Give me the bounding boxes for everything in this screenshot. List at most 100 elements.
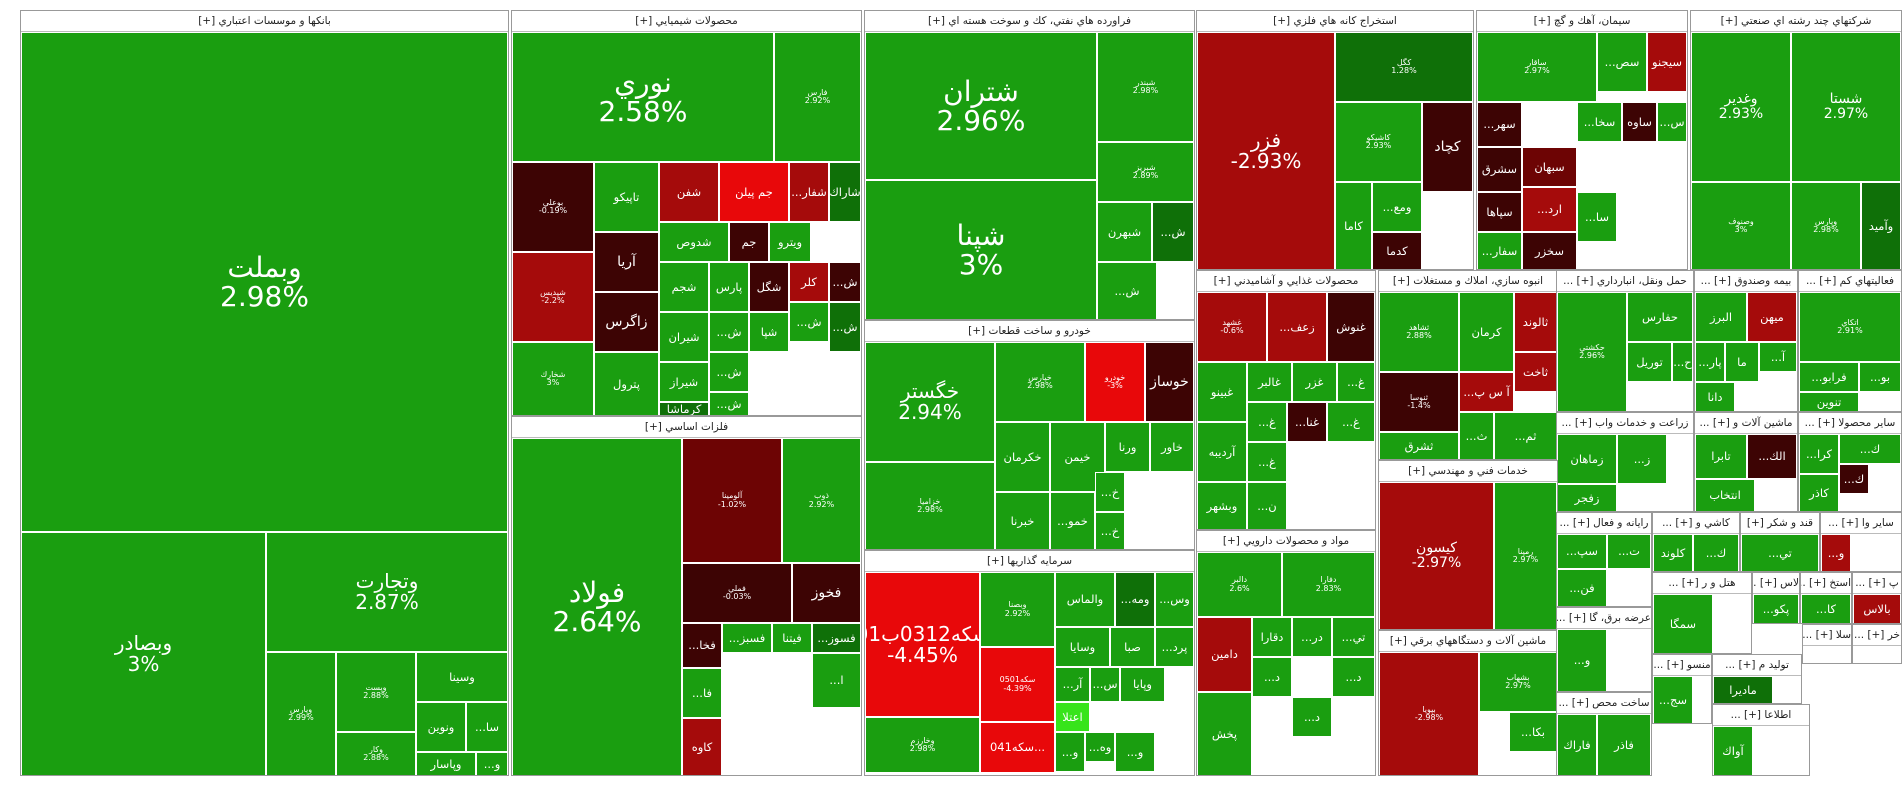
stock-tile[interactable]: ...سفار — [1477, 232, 1522, 269]
stock-tile[interactable]: فولاد 2.64% — [512, 438, 682, 775]
stock-tile[interactable]: سشرق — [1477, 147, 1522, 192]
stock-tile[interactable]: ...ن — [1247, 482, 1287, 529]
stock-tile[interactable]: خزاميا 2.98% — [865, 462, 995, 549]
stock-tile[interactable]: اتكاي 2.91% — [1799, 292, 1901, 362]
stock-tile[interactable]: ...غ — [1247, 402, 1287, 442]
stock-tile[interactable]: ...ح — [1672, 342, 1693, 382]
sector-header[interactable]: لاس [+] ... — [1753, 573, 1799, 594]
stock-tile[interactable]: ثالوند — [1514, 292, 1557, 352]
stock-tile[interactable]: ثاخت — [1514, 352, 1557, 392]
stock-tile[interactable]: ...ومه — [1115, 572, 1155, 627]
stock-tile[interactable]: ...غنا — [1287, 402, 1327, 442]
stock-tile[interactable]: ...پرد — [1155, 627, 1194, 667]
stock-tile[interactable]: ...آر — [1055, 667, 1090, 702]
stock-tile[interactable]: وآميد — [1861, 182, 1901, 269]
stock-tile[interactable]: البرز — [1695, 292, 1747, 342]
stock-tile[interactable]: كاذر — [1799, 474, 1839, 511]
stock-tile[interactable]: وتجارت 2.87% — [266, 532, 508, 652]
stock-tile[interactable]: كلوند — [1653, 534, 1693, 571]
stock-tile[interactable]: شپديس -2.2% — [512, 252, 594, 342]
stock-tile[interactable]: ...فرابو — [1799, 362, 1859, 392]
stock-tile[interactable]: ...ش — [829, 302, 861, 352]
stock-tile[interactable]: ...سپ — [1557, 534, 1607, 569]
stock-tile[interactable]: زماهان — [1557, 434, 1617, 484]
stock-tile[interactable]: دانا — [1695, 382, 1735, 411]
stock-tile[interactable]: ...و — [476, 752, 508, 775]
stock-tile[interactable]: سبهان — [1522, 147, 1577, 187]
stock-tile[interactable]: صبا — [1110, 627, 1155, 667]
stock-tile[interactable]: توريل — [1627, 342, 1672, 382]
sector-header[interactable]: شركتهاي چند رشته اي صنعتي [+] — [1691, 11, 1901, 32]
stock-tile[interactable]: وبصنا 2.92% — [980, 572, 1055, 647]
stock-tile[interactable]: ...ش — [1152, 202, 1194, 262]
stock-tile[interactable]: آواك — [1713, 726, 1753, 775]
stock-tile[interactable]: ...ش — [709, 352, 749, 392]
stock-tile[interactable]: ...ك — [1693, 534, 1739, 571]
stock-tile[interactable]: ...سص — [1597, 32, 1647, 92]
stock-tile[interactable]: كلر — [789, 262, 829, 302]
stock-tile[interactable]: كدما — [1372, 232, 1422, 269]
stock-tile[interactable]: شستا 2.97% — [1791, 32, 1901, 182]
stock-tile[interactable]: ماديرا — [1713, 676, 1773, 703]
stock-tile[interactable]: ...خمو — [1050, 492, 1095, 549]
stock-tile[interactable]: ...خ — [1095, 472, 1125, 512]
stock-tile[interactable]: بوعلي -0.19% — [512, 162, 594, 252]
sector-header[interactable]: فراورده هاي نفتي، كك و سوخت هسته اي [+] — [865, 11, 1194, 32]
stock-tile[interactable]: فارس 2.92% — [774, 32, 861, 162]
stock-tile[interactable]: شفن — [659, 162, 719, 222]
stock-tile[interactable]: ...وس — [1155, 572, 1194, 627]
stock-tile[interactable]: جم پيلن — [719, 162, 789, 222]
stock-tile[interactable]: شبريز 2.89% — [1097, 142, 1194, 202]
stock-tile[interactable]: سپاها — [1477, 192, 1522, 232]
stock-tile[interactable]: بشهاب 2.97% — [1479, 652, 1557, 712]
stock-tile[interactable]: فخوز — [792, 563, 861, 623]
stock-tile[interactable]: وخارزم 2.98% — [865, 717, 980, 773]
stock-tile[interactable]: خاور — [1150, 422, 1194, 472]
stock-tile[interactable]: كاوه — [682, 718, 722, 775]
sector-header[interactable]: بانكها و موسسات اعتباري [+] — [21, 11, 508, 32]
sector-header[interactable]: سيمان، آهك و گچ [+] — [1477, 11, 1687, 32]
stock-tile[interactable]: ونوين — [416, 702, 466, 752]
stock-tile[interactable]: والماس — [1055, 572, 1115, 627]
stock-tile[interactable]: ...پار — [1695, 342, 1725, 382]
stock-tile[interactable]: ...د — [1252, 657, 1292, 697]
stock-tile[interactable]: ميهن — [1747, 292, 1797, 342]
stock-tile[interactable]: سكه041... — [980, 722, 1055, 773]
stock-tile[interactable]: وصنوف 3% — [1691, 182, 1791, 269]
sector-header[interactable]: منسو [+] ... — [1653, 655, 1711, 676]
stock-tile[interactable]: وبصادر 3% — [21, 532, 266, 775]
stock-tile[interactable]: ...ك — [1839, 434, 1901, 464]
stock-tile[interactable]: ...خ — [1095, 512, 1125, 549]
stock-tile[interactable]: ...ش — [1097, 262, 1157, 319]
stock-tile[interactable]: ...بو — [1859, 362, 1901, 392]
stock-tile[interactable]: دفارا 2.83% — [1282, 552, 1375, 617]
stock-tile[interactable]: ...كا — [1801, 594, 1851, 623]
stock-tile[interactable]: آرديبه — [1197, 422, 1247, 482]
sector-header[interactable]: مواد و محصولات دارويي [+] — [1197, 531, 1375, 552]
stock-tile[interactable]: ...سخا — [1577, 102, 1622, 142]
stock-tile[interactable]: حكشتي 2.96% — [1557, 292, 1627, 411]
stock-tile[interactable]: خكرمان — [995, 422, 1050, 492]
sector-header[interactable]: خودرو و ساخت قطعات [+] — [865, 321, 1194, 342]
stock-tile[interactable]: كچاد — [1422, 102, 1473, 192]
stock-tile[interactable]: ثشرق — [1379, 432, 1459, 459]
sector-header[interactable]: عرضه برق، گا [+] ... — [1557, 608, 1651, 629]
stock-tile[interactable]: كرمان — [1459, 292, 1514, 372]
stock-tile[interactable]: بپويا -2.98% — [1379, 652, 1479, 775]
stock-tile[interactable]: ساقار 2.97% — [1477, 32, 1597, 102]
stock-tile[interactable]: سخزر — [1522, 232, 1577, 269]
stock-tile[interactable]: شپنا 3% — [865, 180, 1097, 319]
stock-tile[interactable]: ...زعف — [1267, 292, 1327, 362]
stock-tile[interactable]: ...تي — [1741, 534, 1819, 571]
stock-tile[interactable]: ...سج — [1653, 676, 1693, 723]
sector-header[interactable]: حمل ونقل، انبارداري [+] ... — [1557, 271, 1693, 292]
sector-header[interactable]: فلزات اساسي [+] — [512, 417, 861, 438]
stock-tile[interactable]: غشهد -0.6% — [1197, 292, 1267, 362]
sector-header[interactable]: اطلاعا [+] ... — [1713, 705, 1809, 726]
sector-header[interactable]: استخراج كانه هاي فلزي [+] — [1197, 11, 1473, 32]
sector-header[interactable]: محصولات غذايي و آشاميدني [+] — [1197, 271, 1375, 292]
stock-tile[interactable]: تاپيكو — [594, 162, 659, 232]
stock-tile[interactable]: ...و — [1055, 732, 1085, 772]
stock-tile[interactable]: ...غ — [1247, 442, 1287, 482]
stock-tile[interactable]: خگستر 2.94% — [865, 342, 995, 462]
